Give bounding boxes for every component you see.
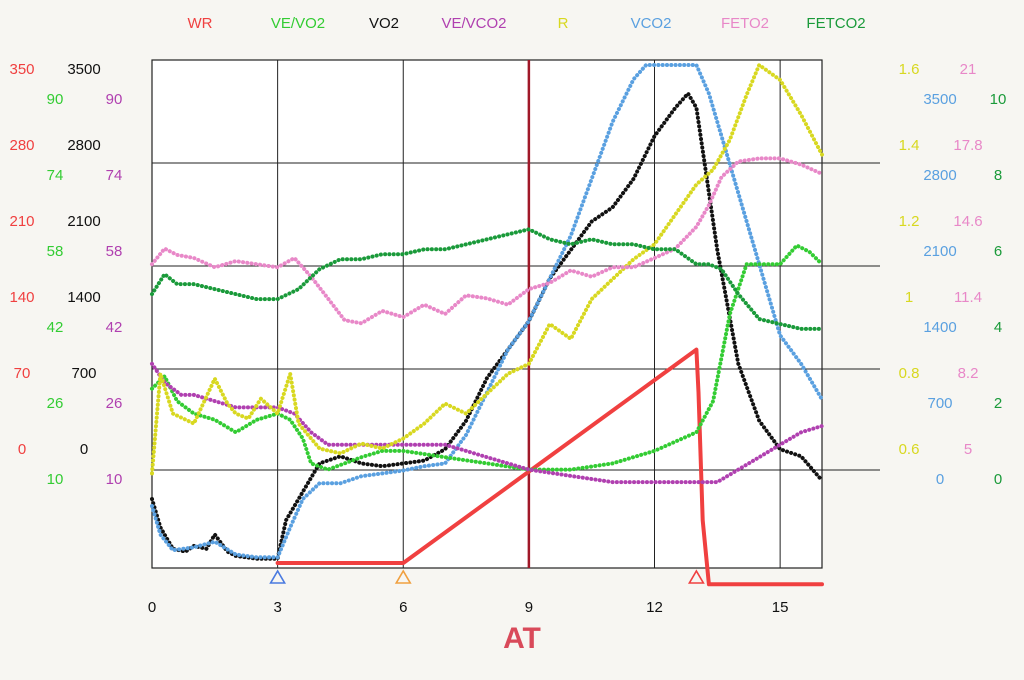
left-tick-label: 74 bbox=[47, 167, 64, 184]
x-marker-triangle bbox=[687, 569, 705, 584]
right-tick-label: 4 bbox=[994, 319, 1002, 336]
legend-entry: FETO2 bbox=[721, 15, 769, 32]
left-tick-label: 1400 bbox=[67, 289, 100, 306]
left-tick-label: 58 bbox=[47, 243, 64, 260]
left-tick-label: 280 bbox=[9, 137, 34, 154]
x-axis: 0 3 6 9 12 15 bbox=[148, 599, 789, 616]
legend-entry: VO2 bbox=[369, 15, 399, 32]
left-tick-label: 3500 bbox=[67, 61, 100, 78]
left-tick-label: 210 bbox=[9, 213, 34, 230]
right-tick-label: 700 bbox=[927, 395, 952, 412]
left-tick-label: 350 bbox=[9, 61, 34, 78]
right-tick-label: 6 bbox=[994, 243, 1002, 260]
left-tick-label: 140 bbox=[9, 289, 34, 306]
legend-entry: VE/VO2 bbox=[271, 15, 325, 32]
left-tick-label: 26 bbox=[47, 395, 64, 412]
x-tick-label: 15 bbox=[772, 599, 789, 616]
x-markers bbox=[269, 569, 705, 584]
left-tick-label: 700 bbox=[71, 365, 96, 382]
x-tick-label: 9 bbox=[525, 599, 533, 616]
right-tick-label: 0 bbox=[994, 471, 1002, 488]
series-line-ve-vo2 bbox=[150, 243, 824, 472]
series-line-r bbox=[150, 63, 824, 476]
right-tick-label: 2100 bbox=[923, 243, 956, 260]
left-axes: 3502802101407003500280021001400700090745… bbox=[9, 61, 122, 488]
right-tick-label: 14.6 bbox=[953, 213, 982, 230]
legend-entry: VCO2 bbox=[631, 15, 672, 32]
series-line-vo2 bbox=[150, 91, 824, 561]
left-tick-label: 26 bbox=[106, 395, 123, 412]
right-tick-label: 1.6 bbox=[899, 61, 920, 78]
left-tick-label: 0 bbox=[80, 441, 88, 458]
right-tick-label: 1400 bbox=[923, 319, 956, 336]
left-tick-label: 2800 bbox=[67, 137, 100, 154]
x-tick-label: 3 bbox=[273, 599, 281, 616]
x-tick-label: 6 bbox=[399, 599, 407, 616]
legend: WR VE/VO2 VO2 VE/VCO2 R VCO2 FETO2 FETCO2 bbox=[188, 15, 866, 32]
x-marker-triangle bbox=[394, 569, 412, 584]
grid-lines bbox=[151, 59, 880, 569]
right-tick-label: 1 bbox=[905, 289, 913, 306]
left-tick-label: 42 bbox=[47, 319, 64, 336]
legend-entry: FETCO2 bbox=[806, 15, 865, 32]
right-tick-label: 8 bbox=[994, 167, 1002, 184]
right-tick-label: 0.8 bbox=[899, 365, 920, 382]
left-tick-label: 90 bbox=[106, 91, 123, 108]
right-axes: 1.61.41.210.80.62117.814.611.48.25350028… bbox=[899, 61, 1007, 488]
left-tick-label: 10 bbox=[47, 471, 64, 488]
right-tick-label: 3500 bbox=[923, 91, 956, 108]
series-layer bbox=[150, 63, 824, 587]
series-line-ve-vco2 bbox=[150, 361, 824, 485]
right-tick-label: 10 bbox=[990, 91, 1007, 108]
x-tick-label: 12 bbox=[646, 599, 663, 616]
right-tick-label: 8.2 bbox=[958, 365, 979, 382]
series-line-fetco2 bbox=[150, 227, 824, 331]
legend-entry: WR bbox=[188, 15, 213, 32]
right-tick-label: 5 bbox=[964, 441, 972, 458]
series-line-vco2 bbox=[150, 63, 824, 560]
x-tick-label: 0 bbox=[148, 599, 156, 616]
left-tick-label: 42 bbox=[106, 319, 123, 336]
right-tick-label: 2800 bbox=[923, 167, 956, 184]
left-tick-label: 10 bbox=[106, 471, 123, 488]
right-tick-label: 2 bbox=[994, 395, 1002, 412]
left-tick-label: 90 bbox=[47, 91, 64, 108]
right-tick-label: 21 bbox=[960, 61, 977, 78]
right-tick-label: 0.6 bbox=[899, 441, 920, 458]
right-tick-label: 11.4 bbox=[954, 289, 982, 306]
right-tick-label: 1.2 bbox=[899, 213, 920, 230]
series-line-wr bbox=[275, 347, 824, 587]
legend-entry: VE/VCO2 bbox=[441, 15, 506, 32]
left-tick-label: 2100 bbox=[67, 213, 100, 230]
right-tick-label: 17.8 bbox=[953, 137, 982, 154]
series-line-feto2 bbox=[150, 156, 824, 326]
left-tick-label: 70 bbox=[14, 365, 31, 382]
left-tick-label: 74 bbox=[106, 167, 123, 184]
x-marker-triangle bbox=[269, 569, 287, 584]
left-tick-label: 0 bbox=[18, 441, 26, 458]
at-annotation: AT bbox=[503, 622, 541, 655]
right-tick-label: 1.4 bbox=[899, 137, 920, 154]
legend-entry: R bbox=[558, 15, 569, 32]
right-tick-label: 0 bbox=[936, 471, 944, 488]
left-tick-label: 58 bbox=[106, 243, 123, 260]
